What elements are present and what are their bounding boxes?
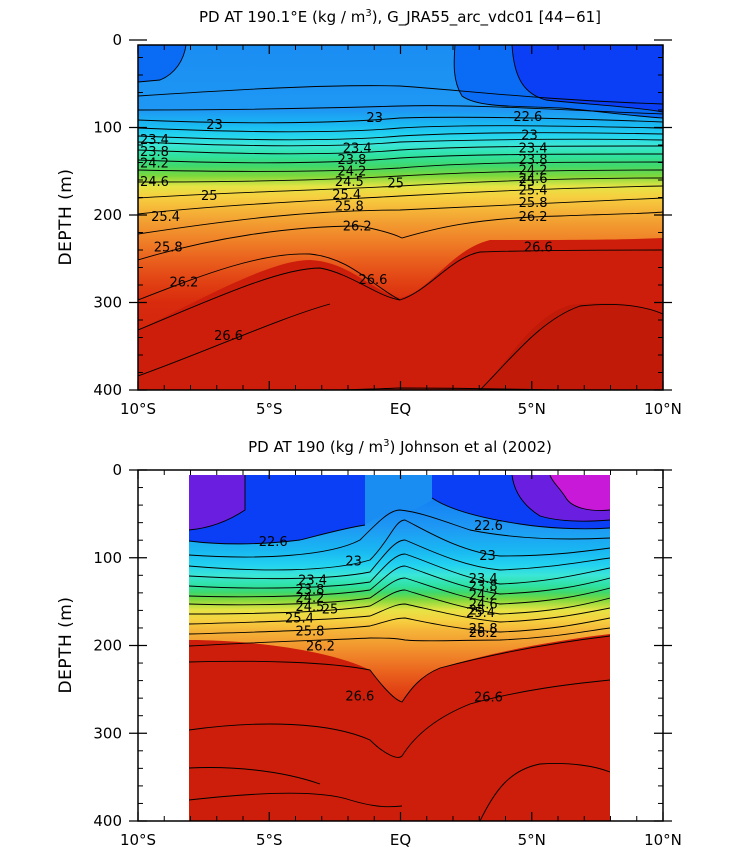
contour-label: 23 <box>366 111 383 126</box>
contour-label: 26.6 <box>214 329 243 344</box>
y-tick-label: 100 <box>93 549 122 567</box>
x-tick-label: 5°S <box>256 831 283 849</box>
y-tick-label: 300 <box>93 294 122 312</box>
contour-label: 25.8 <box>335 199 364 214</box>
y-tick-label: 400 <box>93 381 122 399</box>
contour-label: 25.8 <box>296 624 325 639</box>
contour-label: 24.2 <box>140 156 169 171</box>
panel1-axes: 10°S 5°S EQ 5°N 10°N 0 100 200 300 400 <box>93 31 682 418</box>
y-tick-label: 300 <box>93 724 122 742</box>
panel2-surface-cyan-center <box>365 475 432 525</box>
contour-label: 25.8 <box>469 622 498 637</box>
panel1-title: PD AT 190.1°E (kg / m3), G_JRA55_arc_vdc… <box>199 8 601 27</box>
contour-label: 24.6 <box>469 597 498 612</box>
contour-label: 22.6 <box>259 535 288 550</box>
panel1-surface-patch-west <box>138 45 186 82</box>
panel2-title: PD AT 190 (kg / m3) Johnson et al (2002) <box>248 438 552 456</box>
contour-label: 26.6 <box>359 273 388 288</box>
contour-label: 24.2 <box>296 591 325 606</box>
panel2-field: 22.62323.423.824.224.52525.425.826.226.6… <box>189 475 610 821</box>
contour-label: 25 <box>469 603 486 618</box>
panel1-contour-labels: 2323.423.824.224.62525.425.826.226.62323… <box>140 110 553 344</box>
contour-label: 26.2 <box>343 219 372 234</box>
contour-label: 25 <box>201 189 218 204</box>
panel1-deep-darkred-region <box>480 302 663 390</box>
x-tick-label: 5°N <box>518 831 546 849</box>
contour-label: 25.8 <box>154 240 183 255</box>
contour-label: 23.8 <box>469 580 498 595</box>
bottom-contour-panel: PD AT 190 (kg / m3) Johnson et al (2002) <box>56 438 682 849</box>
contour-label: 23.8 <box>519 153 548 168</box>
contour-label: 24.6 <box>140 175 169 190</box>
panel1-field: 2323.423.824.224.62525.425.826.226.62323… <box>138 45 663 390</box>
contour-label: 24.5 <box>335 175 364 190</box>
contour-label: 23.8 <box>296 583 325 598</box>
panel2-deep-red-region <box>189 634 610 821</box>
contour-label: 24.5 <box>296 600 325 615</box>
contour-label: 23.4 <box>519 142 548 157</box>
contour-label: 25.4 <box>466 606 495 621</box>
x-tick-label: 5°N <box>518 400 546 418</box>
panel2-surface-magenta-east <box>550 475 610 511</box>
contour-label: 23.4 <box>343 142 372 157</box>
contour-label: 25 <box>387 177 404 192</box>
contour-label: 25.8 <box>519 196 548 211</box>
y-tick-label: 400 <box>93 812 122 830</box>
contour-label: 26.6 <box>474 690 503 705</box>
x-tick-label: 10°N <box>644 400 682 418</box>
y-tick-label: 0 <box>112 31 122 49</box>
contour-label: 23.4 <box>469 572 498 587</box>
contour-label: 25.4 <box>285 611 314 626</box>
contour-label: 23 <box>521 128 538 143</box>
contour-label: 24.6 <box>519 172 548 187</box>
contour-label: 26.2 <box>469 626 498 641</box>
y-tick-label: 0 <box>112 461 122 479</box>
contour-label: 24.2 <box>338 164 367 179</box>
top-contour-panel: PD AT 190.1°E (kg / m3), G_JRA55_arc_vdc… <box>56 8 682 418</box>
y-tick-label: 100 <box>93 119 122 137</box>
contour-label: 25 <box>322 603 339 618</box>
contour-label: 26.6 <box>345 689 374 704</box>
contour-label: 26.2 <box>306 639 335 654</box>
contour-label: 23 <box>345 554 362 569</box>
contour-label: 25.4 <box>519 184 548 199</box>
y-tick-label: 200 <box>93 637 122 655</box>
contour-label: 24.2 <box>469 588 498 603</box>
x-tick-label: EQ <box>390 400 411 418</box>
contour-label: 26.2 <box>519 210 548 225</box>
y-tick-label: 200 <box>93 206 122 224</box>
panel2-ylabel: DEPTH (m) <box>56 597 76 694</box>
contour-label: 23.4 <box>140 133 169 148</box>
contour-label: 23.8 <box>338 153 367 168</box>
contour-label: 23.4 <box>298 574 327 589</box>
x-tick-label: EQ <box>390 831 411 849</box>
contour-label: 25.4 <box>151 210 180 225</box>
panel2-surface-violet-west <box>189 475 245 530</box>
contour-label: 22.6 <box>513 110 542 125</box>
contour-label: 25 <box>519 175 536 190</box>
contour-label: 23 <box>479 549 496 564</box>
x-tick-label: 10°S <box>120 400 156 418</box>
panel1-surface-patch-east-deep <box>512 45 663 112</box>
x-tick-label: 10°S <box>120 831 156 849</box>
panel2-axes: 10°S 5°S EQ 5°N 10°N 0 100 200 300 400 <box>93 461 682 849</box>
contour-label: 23 <box>206 118 223 133</box>
panel2-contour-lines <box>189 475 610 821</box>
contour-label: 26.2 <box>170 275 199 290</box>
contour-label: 22.6 <box>474 519 503 534</box>
panel2-contour-labels: 22.62323.423.824.224.52525.425.826.226.6… <box>259 519 503 705</box>
x-tick-label: 10°N <box>644 831 682 849</box>
contour-label: 24.2 <box>519 163 548 178</box>
contour-label: 25.4 <box>332 188 361 203</box>
contour-label: 23.8 <box>140 145 169 160</box>
contour-label: 26.6 <box>524 240 553 255</box>
x-tick-label: 5°S <box>256 400 283 418</box>
panel1-ylabel: DEPTH (m) <box>56 169 76 266</box>
